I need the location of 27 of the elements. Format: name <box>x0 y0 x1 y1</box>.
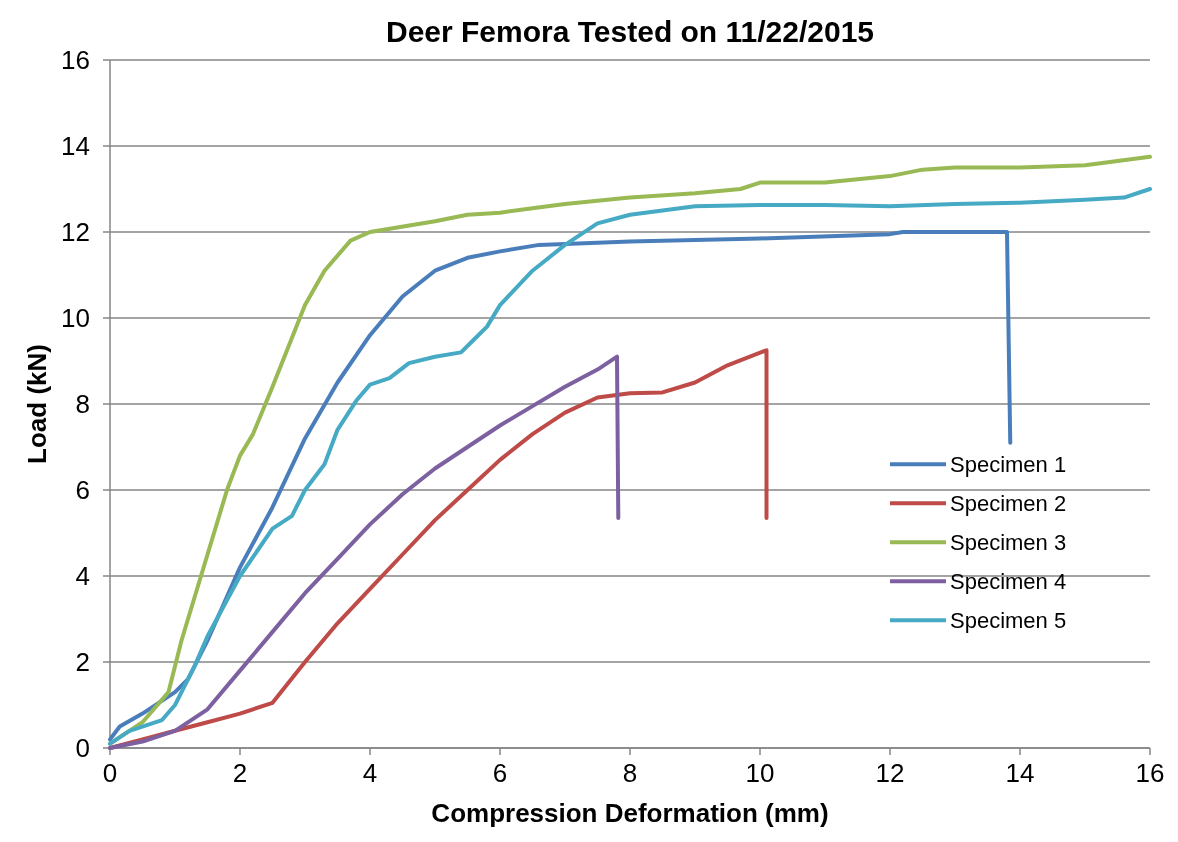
x-tick-label: 2 <box>232 758 248 788</box>
x-tick-label: 16 <box>1135 758 1165 788</box>
y-tick-label: 4 <box>75 561 90 591</box>
chart-title: Deer Femora Tested on 11/22/2015 <box>385 15 875 48</box>
legend-label: Specimen 1 <box>950 452 1067 478</box>
y-tick-label: 0 <box>75 733 90 763</box>
y-tick-label: 12 <box>61 217 90 247</box>
y-tick-label: 6 <box>75 475 90 505</box>
y-tick-label: 8 <box>75 389 90 419</box>
y-tick-label: 16 <box>61 45 90 75</box>
x-tick-label: 4 <box>362 758 378 788</box>
y-tick-label: 2 <box>75 647 90 677</box>
x-tick-label: 10 <box>745 758 775 788</box>
y-tick-label: 14 <box>61 131 90 161</box>
legend-label: Specimen 3 <box>950 530 1067 556</box>
legend-label: Specimen 4 <box>950 569 1067 595</box>
legend-label: Specimen 5 <box>950 608 1067 634</box>
x-tick-label: 14 <box>1005 758 1035 788</box>
x-axis-title: Compression Deformation (mm) <box>431 798 829 828</box>
x-tick-label: 0 <box>102 758 118 788</box>
y-tick-label: 10 <box>61 303 90 333</box>
y-axis-title: Load (kN) <box>22 344 52 464</box>
x-tick-label: 6 <box>492 758 508 788</box>
x-tick-label: 8 <box>622 758 638 788</box>
legend-label: Specimen 2 <box>950 491 1067 517</box>
x-tick-label: 12 <box>875 758 905 788</box>
line-series <box>108 354 621 750</box>
